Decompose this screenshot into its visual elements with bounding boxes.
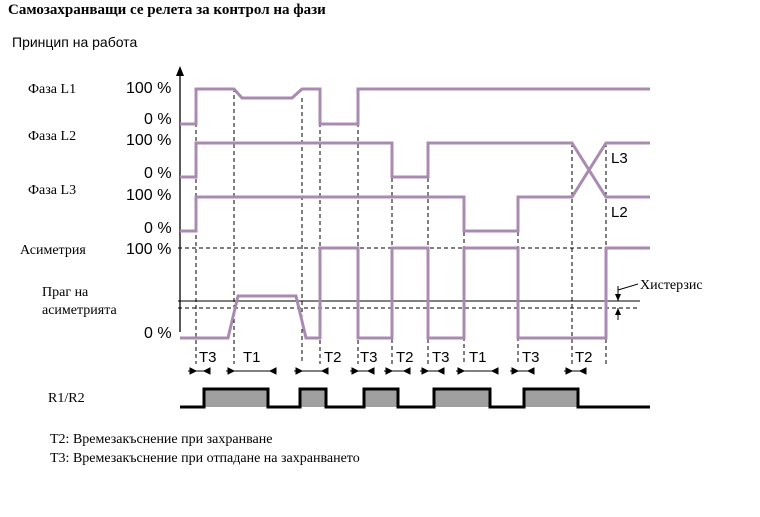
timer-label: T3	[360, 349, 378, 366]
relay-on-block	[364, 389, 398, 407]
level-100-asym: 100 %	[126, 241, 171, 258]
timer-labels: T3 T1 T2 T3 T2 T3 T1 T3 T2	[199, 349, 593, 366]
signal-l2	[180, 141, 650, 199]
relay-on-block	[434, 389, 490, 407]
label-phase-l3: Фаза L3	[28, 183, 76, 198]
page-title: Самозахранващи се релета за контрол на ф…	[8, 2, 326, 18]
relay-on-block	[204, 389, 268, 407]
level-0-l2: 0 %	[144, 165, 172, 182]
level-0-l1: 0 %	[144, 111, 172, 128]
label-threshold-2: асиметрията	[42, 303, 118, 318]
crossover-label-l3: L3	[611, 150, 628, 167]
reference-lines	[178, 88, 640, 364]
timer-label: T2	[396, 349, 414, 366]
timer-label: T1	[243, 349, 261, 366]
signal-l1	[180, 87, 650, 126]
timer-label: T1	[469, 349, 487, 366]
level-0-l3: 0 %	[144, 220, 172, 237]
level-0-asym: 0 %	[144, 325, 172, 342]
relay-state-trace	[180, 387, 650, 409]
label-relay: R1/R2	[48, 391, 85, 406]
hysteresis-label: Хистерзис	[640, 278, 703, 293]
level-100-l2: 100 %	[126, 132, 171, 149]
axis-arrow-icon	[176, 66, 184, 76]
label-phase-l1: Фаза L1	[28, 82, 76, 97]
label-asymmetry: Асиметрия	[20, 243, 86, 258]
legend-t2: T2: Времезакъснение при захранване	[50, 432, 272, 447]
diagram-subtitle: Принцип на работа	[12, 34, 137, 50]
label-threshold-1: Праг на	[42, 285, 89, 300]
hysteresis-marker	[615, 283, 639, 320]
relay-on-block	[524, 389, 578, 407]
timer-arrows	[188, 367, 587, 375]
timer-label: T2	[324, 349, 342, 366]
timer-label: T3	[522, 349, 540, 366]
signal-l3	[180, 141, 650, 233]
legend-t3: T3: Времезакъснение при отпадане на захр…	[50, 451, 360, 466]
level-100-l3: 100 %	[126, 187, 171, 204]
relay-on-block	[300, 389, 326, 407]
signal-asymmetry	[180, 246, 650, 340]
timer-label: T3	[199, 349, 217, 366]
timer-label: T2	[575, 349, 593, 366]
timer-label: T3	[432, 349, 450, 366]
level-100-l1: 100 %	[126, 80, 171, 97]
crossover-label-l2: L2	[611, 204, 628, 221]
label-phase-l2: Фаза L2	[28, 129, 76, 144]
